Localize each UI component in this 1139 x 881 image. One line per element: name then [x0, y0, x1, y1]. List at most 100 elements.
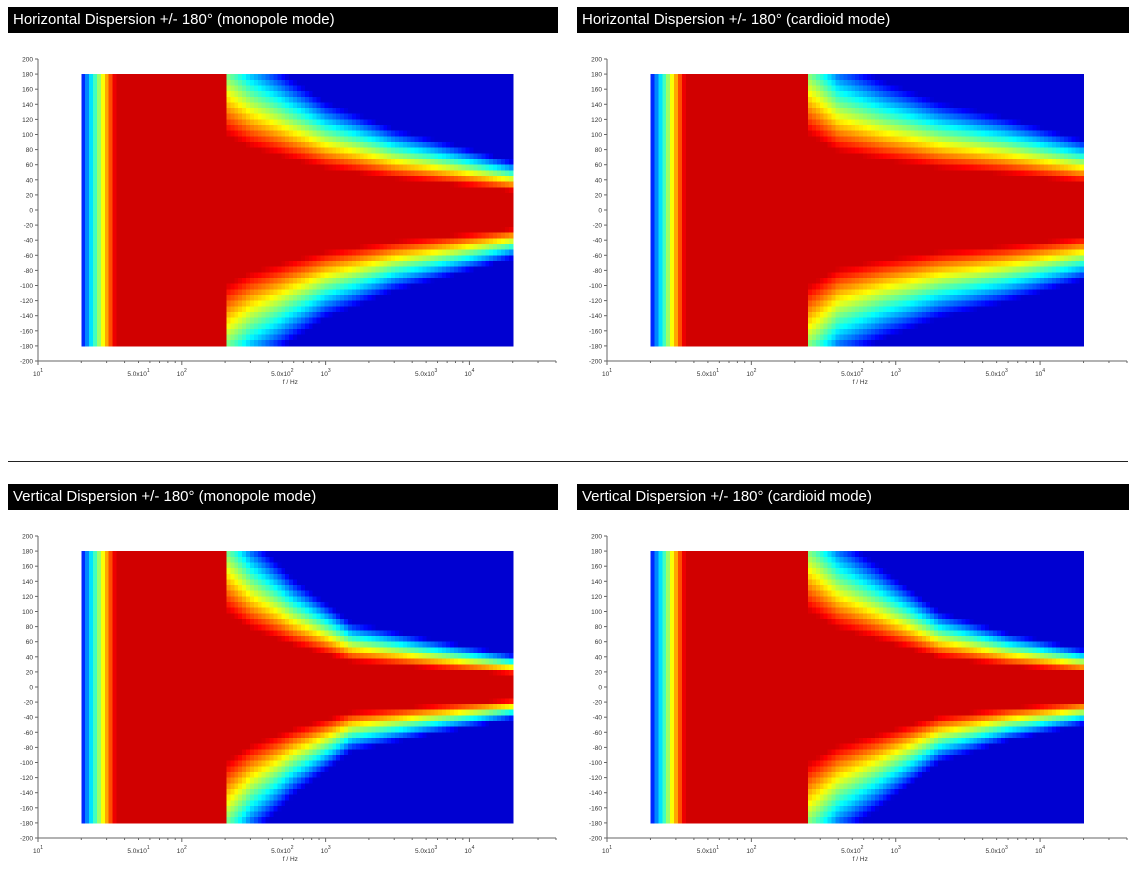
heatmap-cell [163, 187, 169, 194]
heatmap-cell [187, 283, 192, 290]
heatmap-cell [116, 289, 122, 296]
heatmap-cell [124, 340, 129, 347]
heatmap-cell [159, 255, 165, 262]
heatmap-cell [328, 170, 333, 177]
heatmap-cell [238, 74, 243, 81]
heatmap-cell [128, 289, 133, 296]
heatmap-cell [418, 85, 424, 92]
heatmap-cell [175, 113, 180, 120]
heatmap-cell [485, 334, 490, 341]
heatmap-cell [187, 142, 192, 149]
heatmap-cell [418, 164, 424, 171]
heatmap-cell [387, 221, 392, 228]
heatmap-cell [465, 238, 471, 245]
heatmap-cell [383, 323, 388, 330]
heatmap-cell [210, 266, 216, 273]
heatmap-cell [402, 142, 408, 149]
heatmap-cell [391, 238, 396, 245]
heatmap-cell [249, 289, 255, 296]
heatmap-cell [242, 102, 247, 109]
heatmap-cell [281, 334, 286, 341]
heatmap-cell [210, 226, 216, 234]
heatmap-cell [336, 289, 341, 296]
heatmap-cell [379, 323, 384, 330]
heatmap-cell [230, 272, 235, 279]
heatmap-cell [449, 176, 455, 183]
heatmap-cell [195, 260, 200, 268]
heatmap-cell [359, 334, 365, 341]
heatmap-cell [210, 119, 216, 126]
heatmap-cell [116, 306, 122, 313]
heatmap-cell [81, 317, 86, 324]
heatmap-cell [132, 74, 137, 81]
heatmap-cell [442, 306, 447, 313]
heatmap-cell [308, 294, 314, 302]
heatmap-cell [108, 300, 114, 307]
heatmap-cell [461, 164, 467, 171]
heatmap-cell [347, 96, 353, 104]
heatmap-cell [469, 164, 475, 171]
heatmap-cell [163, 74, 169, 81]
heatmap-cell [285, 272, 290, 279]
heatmap-cell [379, 170, 384, 177]
heatmap-cell [285, 193, 290, 200]
heatmap-cell [351, 113, 357, 120]
heatmap-cell [410, 74, 416, 81]
heatmap-cell [481, 243, 486, 251]
heatmap-cell [242, 311, 247, 319]
heatmap-cell [120, 153, 126, 160]
heatmap-cell [226, 266, 231, 273]
heatmap-cell [406, 300, 412, 307]
heatmap-cell [277, 300, 282, 307]
heatmap-cell [457, 96, 463, 104]
heatmap-cell [304, 119, 310, 126]
heatmap-cell [379, 300, 384, 307]
heatmap-cell [438, 125, 443, 132]
heatmap-cell [410, 198, 416, 205]
heatmap-cell [277, 181, 282, 188]
heatmap-cell [297, 277, 302, 285]
heatmap-cell [461, 283, 467, 290]
heatmap-cell [253, 294, 259, 302]
heatmap-cell [320, 108, 326, 115]
heatmap-cell [328, 96, 333, 104]
heatmap-cell [206, 108, 212, 115]
heatmap-cell [112, 91, 118, 98]
heatmap-cell [277, 283, 282, 290]
heatmap-cell [485, 102, 490, 109]
heatmap-cell [155, 113, 161, 120]
heatmap-cell [418, 130, 424, 137]
heatmap-cell [100, 243, 106, 251]
heatmap-cell [269, 238, 275, 245]
heatmap-cell [375, 193, 380, 200]
heatmap-cell [379, 221, 384, 228]
heatmap-cell [163, 113, 169, 120]
heatmap-cell [214, 323, 220, 330]
heatmap-cell [183, 147, 188, 154]
heatmap-cell [198, 204, 204, 211]
heatmap-cell [183, 300, 188, 307]
heatmap-cell [485, 306, 490, 313]
heatmap-cell [473, 266, 479, 273]
heatmap-cell [257, 159, 263, 166]
heatmap-cell [461, 147, 467, 154]
heatmap-cell [163, 249, 169, 256]
heatmap-cell [308, 153, 314, 160]
heatmap-cell [85, 306, 90, 313]
heatmap-cell [155, 130, 161, 137]
heatmap-cell [191, 266, 196, 273]
heatmap-cell [340, 85, 345, 92]
heatmap-cell [191, 210, 196, 217]
heatmap-cell [85, 102, 90, 109]
heatmap-cell [253, 226, 259, 234]
heatmap-cell [132, 283, 137, 290]
heatmap-cell [383, 283, 388, 290]
heatmap-cell [167, 130, 173, 137]
heatmap-cell [93, 300, 98, 307]
heatmap-cell [383, 277, 388, 285]
heatmap-cell [300, 243, 306, 251]
heatmap-cell [442, 130, 447, 137]
heatmap-cell [347, 306, 353, 313]
heatmap-cell [183, 289, 188, 296]
heatmap-cell [332, 91, 337, 98]
